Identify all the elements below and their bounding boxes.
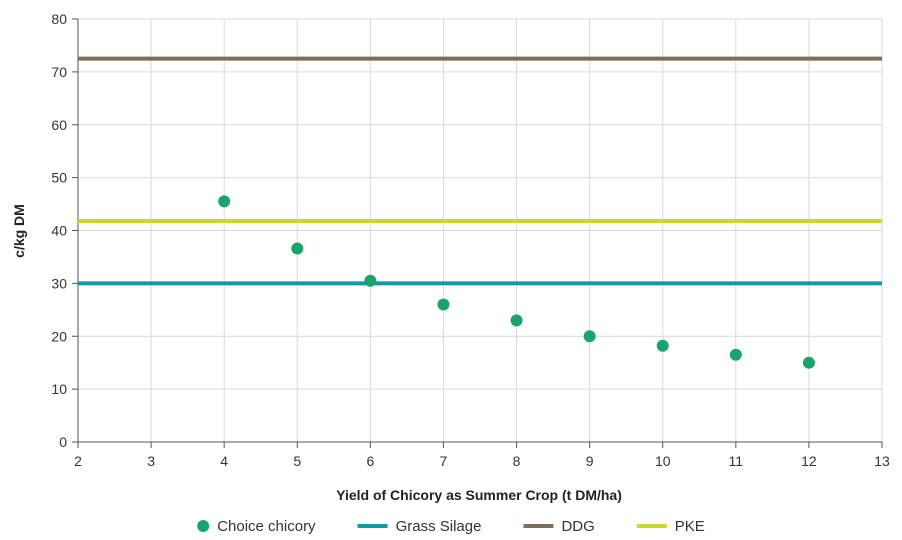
x-tick-label: 12 <box>801 453 817 469</box>
legend-label: Choice chicory <box>217 518 316 535</box>
x-axis-title: Yield of Chicory as Summer Crop (t DM/ha… <box>336 487 622 503</box>
x-tick-label: 6 <box>366 453 374 469</box>
legend-item: Choice chicory <box>197 518 316 535</box>
x-tick-label: 13 <box>874 453 890 469</box>
x-tick-labels: 2 3 4 5 6 7 8 9 10 11 12 13 <box>74 453 890 469</box>
legend-label: Grass Silage <box>396 518 482 535</box>
y-tick-label: 80 <box>51 11 67 27</box>
y-tick-label: 50 <box>51 170 67 186</box>
y-tick-label: 30 <box>51 275 67 291</box>
legend-marker <box>197 520 210 532</box>
grid <box>77 18 883 443</box>
y-tick-labels: 0 10 20 30 40 50 60 70 80 <box>51 11 67 450</box>
x-tick-label: 5 <box>293 453 301 469</box>
x-tick-label: 10 <box>655 453 671 469</box>
scatter-point <box>291 242 304 255</box>
x-tick-label: 7 <box>440 453 448 469</box>
y-tick-label: 70 <box>51 64 67 80</box>
legend-item: Grass Silage <box>357 518 482 535</box>
x-tick-label: 9 <box>586 453 594 469</box>
x-tick-label: 2 <box>74 453 82 469</box>
scatter-point <box>802 356 815 369</box>
reference-lines <box>78 56 882 286</box>
scatter-point <box>729 348 742 361</box>
axes <box>72 18 883 448</box>
x-tick-label: 4 <box>220 453 228 469</box>
scatter-point <box>364 274 377 287</box>
x-tick-label: 8 <box>513 453 521 469</box>
scatter-point <box>437 298 450 311</box>
x-tick-label: 3 <box>147 453 155 469</box>
y-tick-label: 60 <box>51 117 67 133</box>
legend-item: DDG <box>523 518 595 535</box>
legend-item: PKE <box>636 518 705 535</box>
x-tick-label: 11 <box>729 453 744 469</box>
y-tick-label: 40 <box>51 223 67 239</box>
y-tick-label: 10 <box>51 381 67 397</box>
scatter-point <box>510 314 523 327</box>
y-tick-label: 20 <box>51 328 67 344</box>
legend: Choice chicory Grass Silage DDG PKE <box>197 518 705 535</box>
scatter-point <box>656 339 669 352</box>
scatter-point <box>583 330 596 343</box>
y-tick-label: 0 <box>59 434 67 450</box>
legend-label: DDG <box>561 518 594 535</box>
scatter-points <box>218 195 815 369</box>
y-axis-title: c/kg DM <box>11 204 27 258</box>
legend-label: PKE <box>675 518 705 535</box>
scatter-point <box>218 195 231 208</box>
